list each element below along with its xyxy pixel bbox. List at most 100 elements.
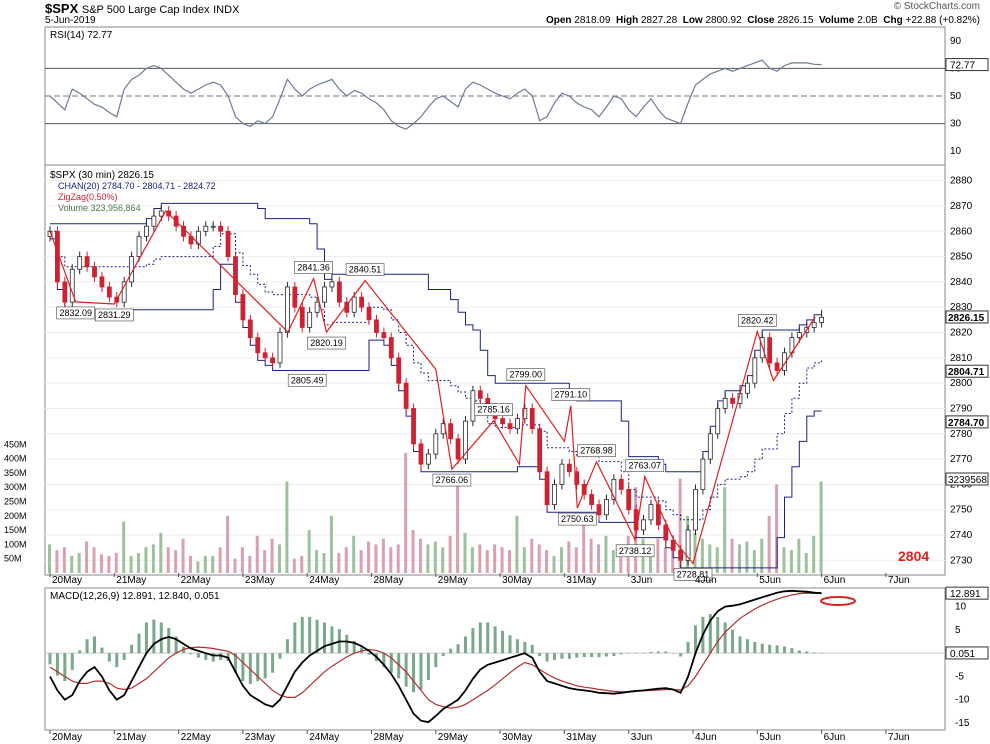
macd-histogram-bar [85, 639, 89, 654]
macd-histogram-bar [708, 614, 712, 654]
volume-bar [582, 521, 586, 573]
candle-body [693, 489, 698, 531]
volume-bar [285, 481, 289, 573]
candle-body [463, 420, 468, 460]
macd-histogram-bar [152, 619, 156, 654]
volume-bar [137, 552, 141, 573]
pivot-label: 2738.12 [619, 546, 652, 556]
macd-histogram-bar [723, 622, 727, 654]
candle-body [707, 433, 713, 460]
candle-body [685, 529, 691, 561]
macd-histogram-bar [775, 645, 779, 654]
volume-bar [507, 550, 511, 573]
candle-body [247, 319, 253, 338]
pivot-label-box [737, 314, 777, 327]
macd-histogram-bar [486, 622, 490, 654]
volume-bar [693, 532, 697, 573]
macd-histogram-bar [174, 636, 178, 654]
macd-histogram-bar [456, 644, 460, 654]
macd-histogram-bar [530, 644, 534, 654]
candle-body [106, 286, 112, 298]
macd-tick-label: -10 [955, 695, 970, 706]
pivot-label-box [474, 403, 513, 417]
macd-histogram-bar [553, 653, 557, 660]
open-value: 2818.09 [574, 15, 611, 26]
volume-bar [277, 544, 281, 573]
macd-histogram-bar [545, 653, 549, 662]
candle-body [589, 494, 595, 506]
macd-histogram-bar [604, 653, 608, 657]
price-value-label: 2804.71 [948, 367, 985, 378]
volume-bar [270, 538, 274, 573]
price-panel [44, 164, 946, 576]
close-label: Close [747, 15, 775, 26]
candle-body [359, 296, 365, 308]
candle-body [381, 332, 387, 338]
price-tick-label: 2730 [950, 555, 973, 566]
pivot-label-box [307, 336, 346, 350]
pivot-label-box [432, 473, 472, 487]
candle-body [745, 382, 750, 394]
candle-body [752, 357, 758, 384]
close-value: 2826.15 [777, 15, 814, 26]
volume-tick-label: 450M [4, 439, 27, 449]
macd-histogram-bar [478, 622, 482, 654]
price-annotation: 2804 [898, 548, 929, 564]
candle-body [515, 418, 520, 430]
candle-body [774, 362, 780, 371]
x-tick-label: 23May [245, 575, 275, 586]
x-tick-label: 7Jun [888, 575, 910, 586]
candle-body [507, 423, 513, 430]
price-value-label: 2784.70 [948, 418, 985, 429]
price-tick-label: 2780 [950, 429, 973, 440]
candle-body [121, 281, 127, 303]
candle-body [767, 337, 773, 364]
volume-value-label: 3239568 [948, 475, 987, 486]
volume-bar [92, 547, 96, 573]
pivot-label: 2766.06 [436, 475, 469, 485]
volume-bar [151, 544, 155, 573]
price-tick-label: 2820 [950, 328, 973, 339]
pivot-label: 2799.00 [510, 370, 543, 380]
macd-histogram-bar [263, 653, 267, 679]
x-tick-label: 6Jun [824, 732, 846, 743]
macd-panel [44, 587, 946, 731]
macd-histogram-bar [612, 653, 616, 656]
macd-line [49, 589, 822, 724]
macd-histogram-bar [315, 619, 319, 654]
candle-body [811, 322, 817, 328]
rsi-tick-label: 50 [950, 91, 962, 102]
volume-bar [85, 541, 89, 573]
macd-histogram-bar [493, 626, 497, 654]
macd-histogram-bar [233, 653, 237, 673]
volume-bar [329, 515, 333, 573]
candle-body [77, 256, 83, 270]
volume-bar [315, 550, 319, 573]
volume-bar [574, 547, 578, 573]
x-tick-label: 22May [181, 732, 211, 743]
volume-value: 2.0B [857, 15, 878, 26]
volume-bar [359, 550, 363, 573]
macd-tick-label: -15 [955, 718, 970, 729]
rsi-tick-label: 10 [950, 146, 962, 157]
volume-bar [671, 547, 675, 573]
pivot-label-box [615, 544, 655, 558]
pivot-label-box [294, 261, 333, 274]
macd-histogram-bar [745, 639, 749, 654]
volume-bar [463, 532, 467, 573]
volume-bar [144, 547, 148, 573]
volume-bar [389, 547, 393, 573]
macd-histogram-bar [567, 653, 571, 659]
volume-bar [70, 555, 74, 573]
candle-body [84, 256, 90, 268]
volume-bar [62, 547, 66, 573]
macd-histogram-bar [790, 648, 794, 654]
candle-body [255, 337, 261, 354]
price-value-box [945, 310, 989, 324]
volume-bar [812, 535, 816, 573]
macd-histogram-bar [471, 628, 475, 654]
volume-bar [819, 481, 823, 573]
x-tick-label: 21May [116, 732, 146, 743]
candle-body [411, 408, 416, 445]
volume-bar [441, 547, 445, 573]
